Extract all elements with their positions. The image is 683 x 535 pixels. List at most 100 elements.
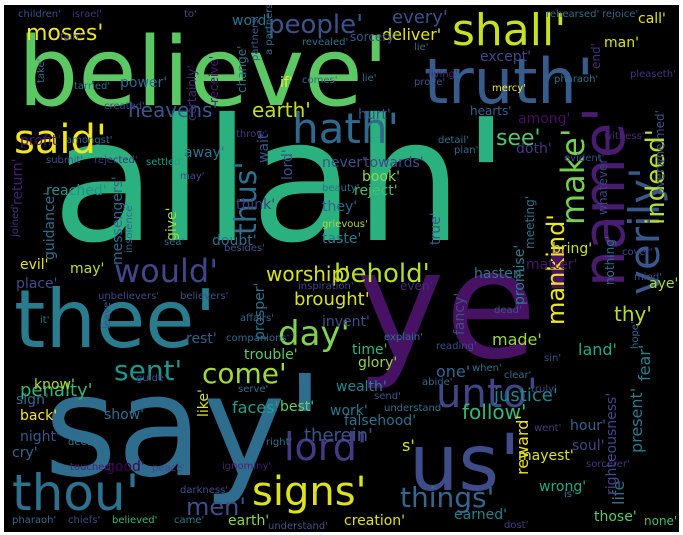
- word-78: even': [400, 279, 433, 293]
- word-190: fain': [60, 32, 82, 43]
- word-168: inspiration': [298, 281, 354, 292]
- word-155: may': [180, 171, 205, 182]
- word-127: ignominy': [222, 461, 271, 472]
- word-76: matter': [526, 257, 577, 273]
- word-85: return': [10, 158, 26, 205]
- word-133: understand': [268, 521, 328, 532]
- word-143: pharaoh': [554, 74, 598, 85]
- word-79: aye': [649, 276, 678, 292]
- word-116: sorcery': [350, 30, 398, 44]
- word-2: say': [44, 346, 324, 509]
- word-19: come': [202, 357, 287, 390]
- word-195: lie': [414, 42, 428, 53]
- word-151: throw': [236, 129, 267, 140]
- word-16: would': [114, 252, 218, 290]
- word-95: towards': [364, 155, 424, 171]
- word-26: mankind': [542, 214, 570, 325]
- word-74: promise': [512, 245, 528, 305]
- word-24: thus': [229, 161, 264, 235]
- word-41: reward': [513, 415, 532, 475]
- word-90: taste': [322, 231, 361, 247]
- word-138: rehearsed': [546, 9, 599, 20]
- word-45: show': [104, 407, 144, 423]
- word-73: fancy': [452, 293, 468, 335]
- word-94: never': [322, 155, 366, 171]
- word-113: change': [235, 46, 249, 93]
- word-72: invent': [322, 314, 370, 330]
- word-4: thee': [14, 273, 217, 366]
- word-137: to': [184, 9, 197, 20]
- word-149: created': [104, 101, 145, 112]
- word-44: fear': [635, 345, 654, 381]
- word-80: may': [70, 261, 104, 277]
- word-98: nothing': [603, 236, 617, 285]
- word-50: faces': [232, 398, 279, 417]
- word-150: amongst': [66, 135, 113, 146]
- word-40: justice': [493, 385, 558, 406]
- word-37: therein': [304, 425, 373, 446]
- word-171: explain': [384, 332, 423, 343]
- word-122: sign': [16, 392, 49, 408]
- word-83: guidance': [42, 192, 58, 260]
- word-187: right': [266, 437, 292, 448]
- word-34: moses': [26, 21, 103, 46]
- word-120: partners': [250, 16, 261, 61]
- word-189: leave': [102, 299, 113, 329]
- word-8: thou': [12, 464, 139, 522]
- word-39: follow': [462, 400, 526, 424]
- word-70: rest': [186, 331, 217, 347]
- word-89: doubt': [212, 233, 257, 249]
- word-192: a partners': [264, 5, 275, 55]
- word-124: deeds': [68, 437, 101, 448]
- word-71: prosper': [252, 283, 268, 340]
- word-17: day': [278, 314, 350, 354]
- word-56: best': [280, 399, 314, 415]
- word-36: thy': [614, 302, 652, 326]
- word-15: signs': [252, 469, 367, 515]
- word-169: affairs': [240, 313, 274, 324]
- word-42: life': [609, 476, 628, 505]
- word-cloud: allah'ye'say' believe' thee' us' truth'name'…: [10, 5, 678, 532]
- word-178: abide': [422, 377, 453, 388]
- word-3: believe': [18, 18, 389, 128]
- word-106: profit': [20, 133, 61, 149]
- word-81: evil': [20, 257, 49, 273]
- word-cloud-background: allah' ye' say' believe' thee' us' truth' name'…: [4, 5, 679, 532]
- word-11: said': [14, 117, 107, 163]
- word-164: besides': [224, 243, 265, 254]
- word-68: land': [578, 340, 617, 359]
- word-103: hearts': [470, 104, 512, 118]
- word-1: ye': [356, 219, 578, 393]
- word-193: cover': [622, 247, 653, 258]
- word-125: touched': [70, 462, 113, 473]
- word-84: reached': [46, 183, 107, 199]
- word-108: wait': [256, 130, 272, 163]
- word-134: dost': [504, 520, 528, 531]
- word-9: shall': [452, 5, 566, 56]
- word-123: like': [196, 389, 212, 417]
- word-146: lie': [362, 73, 376, 84]
- word-130: chiefs': [68, 515, 100, 526]
- word-38: penalty': [20, 380, 93, 401]
- word-174: hope': [630, 321, 641, 349]
- word-69: time': [352, 342, 387, 358]
- word-161: grievous': [322, 219, 368, 230]
- word-126: peace': [152, 463, 185, 474]
- word-86: messengers': [110, 176, 126, 265]
- word-29: see': [496, 126, 541, 151]
- word-135: children': [18, 9, 61, 20]
- word-176: serve': [238, 384, 268, 395]
- word-63: creation': [344, 513, 405, 529]
- word-7: name': [570, 107, 638, 287]
- word-77: hasten': [474, 266, 526, 282]
- word-28: worship': [266, 262, 350, 286]
- word-159: evident': [564, 153, 604, 164]
- word-119: call': [638, 11, 666, 27]
- word-99: whatever': [596, 155, 610, 215]
- word-121: know': [34, 377, 75, 393]
- word-100: overwhelmed': [653, 110, 667, 195]
- word-82: place': [16, 276, 58, 292]
- word-188: it': [40, 315, 49, 326]
- word-165: joined': [10, 204, 21, 238]
- word-92: reject': [354, 183, 398, 199]
